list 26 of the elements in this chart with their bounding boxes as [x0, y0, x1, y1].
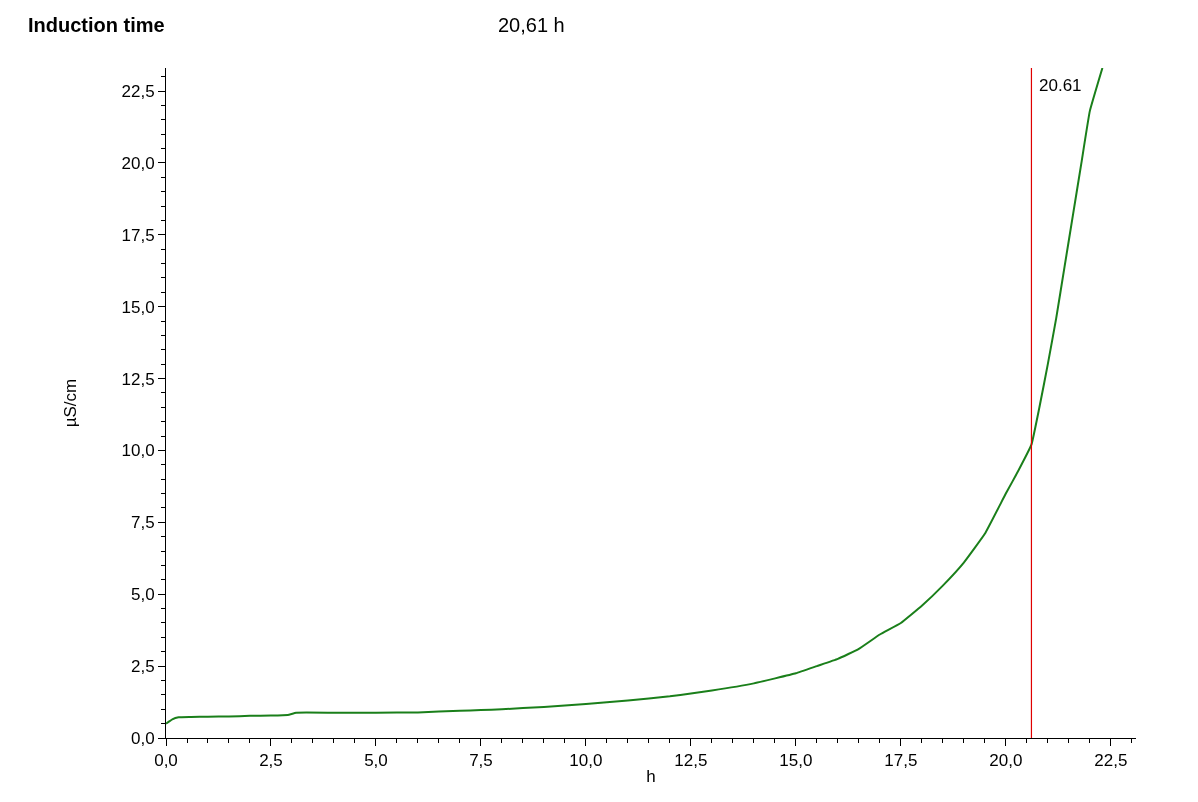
- y-tick-label: 20,0: [121, 153, 155, 173]
- x-tick-label: 15,0: [779, 751, 813, 771]
- x-axis-title: h: [646, 766, 656, 786]
- x-tick-label: 2,5: [259, 751, 283, 771]
- x-tick-label: 0,0: [154, 751, 178, 771]
- y-tick-label: 22,5: [121, 81, 155, 101]
- line-series: [166, 68, 1104, 725]
- x-tick-label: 10,0: [569, 751, 603, 771]
- chart-subtitle: 20,61 h: [498, 14, 565, 36]
- x-tick-label: 7,5: [469, 751, 493, 771]
- x-tick-label: 17,5: [884, 751, 918, 771]
- x-tick-label: 12,5: [674, 751, 708, 771]
- y-tick-label: 15,0: [121, 297, 155, 317]
- y-tick-label: 10,0: [121, 441, 155, 461]
- chart-title: Induction time: [28, 14, 165, 36]
- x-tick-label: 5,0: [364, 751, 388, 771]
- y-tick-label: 5,0: [130, 585, 155, 605]
- y-axis-title: µS/cm: [61, 378, 81, 428]
- y-tick-label: 7,5: [130, 513, 155, 533]
- y-tick-label: 12,5: [121, 369, 155, 389]
- x-tick-label: 22,5: [1094, 751, 1128, 771]
- y-tick-label: 17,5: [121, 225, 155, 245]
- y-tick-label: 2,5: [130, 657, 155, 677]
- x-tick-label: 20,0: [989, 751, 1023, 771]
- ref-line-label: 20.61: [1039, 76, 1082, 95]
- y-tick-label: 0,0: [130, 728, 155, 748]
